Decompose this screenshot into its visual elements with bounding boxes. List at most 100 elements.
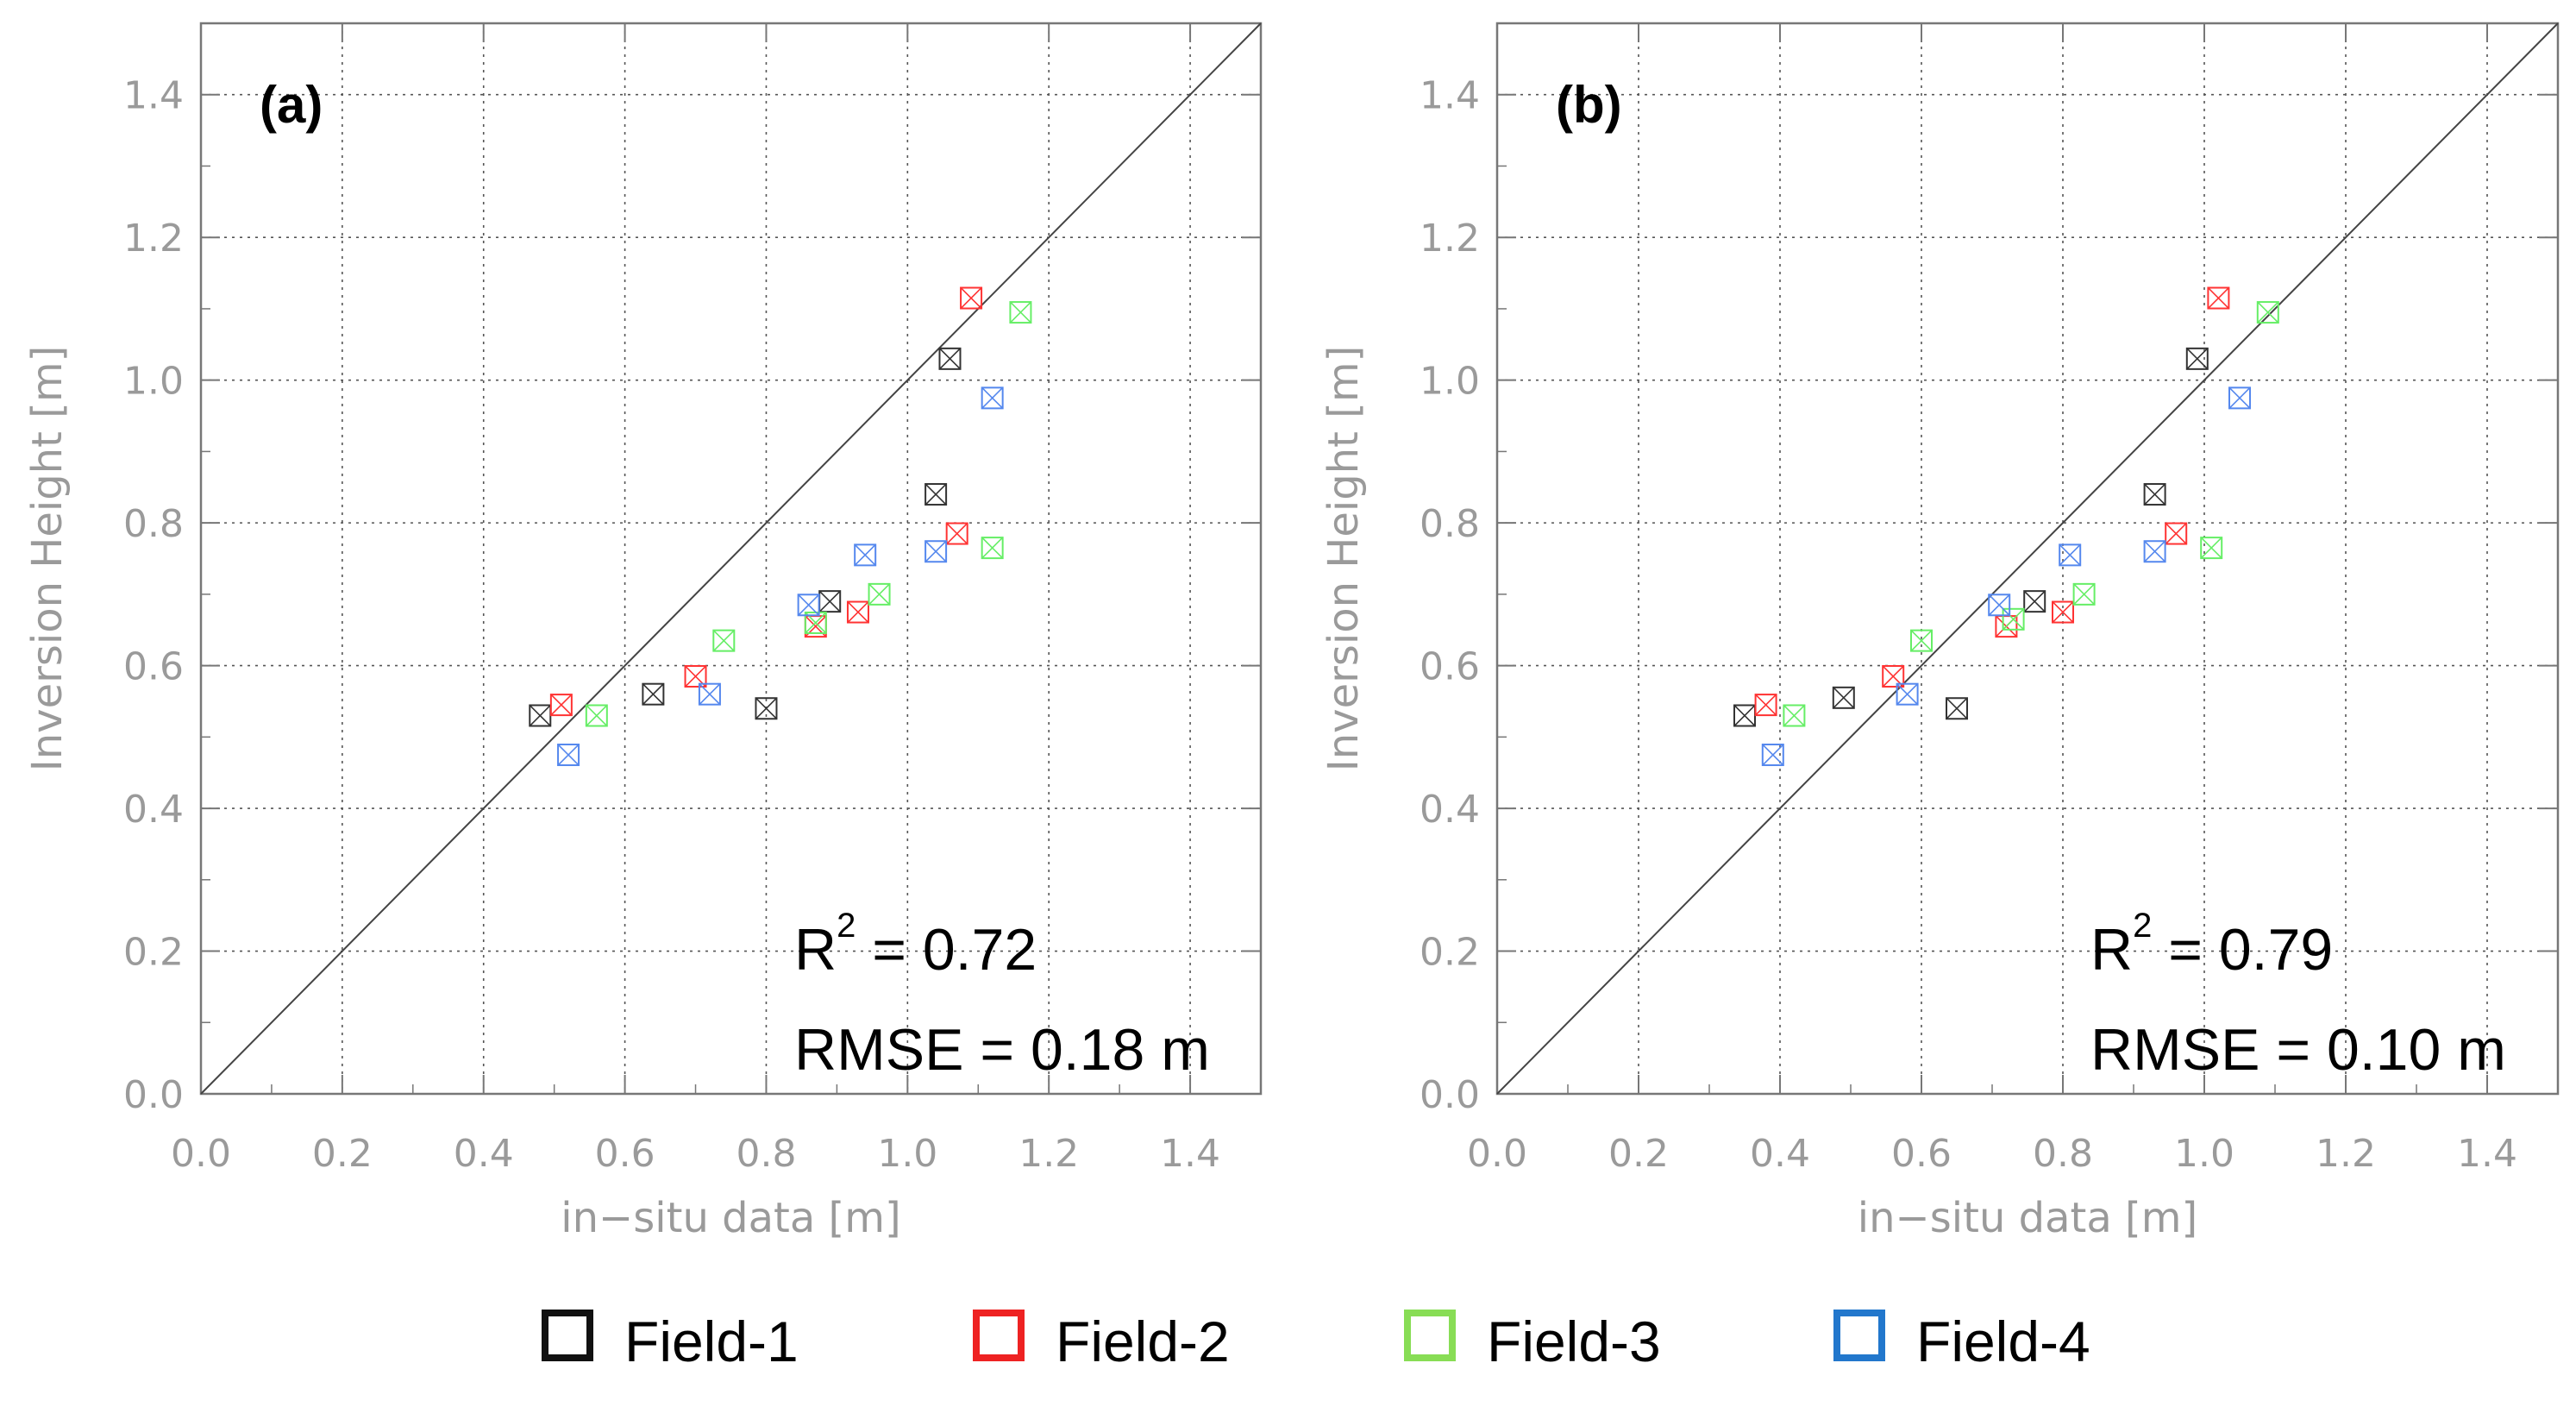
- panel-a-one-to-one-line: [200, 22, 1262, 1095]
- marker-cross: [557, 744, 580, 766]
- panel-a-point-field-1: [529, 704, 552, 727]
- marker-cross: [2228, 386, 2251, 409]
- panel-b-point-field-1: [2185, 347, 2209, 370]
- panel-b-one-to-one-line: [1496, 22, 2559, 1095]
- marker-cross: [981, 386, 1004, 409]
- marker-cross: [924, 483, 947, 506]
- panel-a-point-field-1: [818, 590, 842, 613]
- panel-a-xtick-label-7: 1.4: [1160, 1132, 1220, 1176]
- panel-a-ytick-label-6: 1.2: [123, 217, 184, 261]
- marker-square: [2143, 483, 2166, 506]
- marker-square: [549, 694, 573, 717]
- panel-a-point-field-1: [755, 697, 778, 720]
- panel-b-xtick-label-2: 0.4: [1750, 1132, 1810, 1176]
- marker-square: [755, 697, 778, 720]
- panel-a-point-field-2: [549, 694, 573, 717]
- panel-a-xtick-label-4: 0.8: [736, 1132, 796, 1176]
- panel-a-point-field-2: [960, 286, 983, 310]
- panel-b-point-field-4: [1761, 744, 1784, 767]
- legend-label-field-2: Field-2: [1056, 1310, 1230, 1373]
- panel-b-ytick-label-3: 0.6: [1420, 645, 1480, 689]
- marker-square: [846, 600, 869, 624]
- panel-b-ytick-label-1: 0.2: [1420, 931, 1480, 975]
- panel-b-point-field-2: [1754, 694, 1777, 717]
- marker-square: [938, 347, 962, 370]
- panel-b-ytick-label-2: 0.4: [1420, 788, 1480, 832]
- marker-square: [2228, 386, 2251, 410]
- panel-b-r2-value: = 0.79: [2152, 917, 2333, 983]
- panel-b-ytick-label-4: 0.8: [1420, 502, 1480, 546]
- panel-a-y-axis-label: Inversion Height [m]: [23, 346, 72, 772]
- panel-b-point-field-4: [2228, 386, 2251, 410]
- panel-b-point-field-1: [1832, 686, 1855, 709]
- panel-a-point-field-3: [585, 704, 608, 727]
- marker-cross: [924, 540, 947, 562]
- panel-a-point-field-4: [924, 540, 948, 563]
- marker-cross: [981, 537, 1004, 559]
- marker-square: [2165, 522, 2188, 545]
- panel-a-point-field-4: [557, 744, 580, 767]
- marker-cross: [938, 348, 962, 370]
- panel-a-ytick-label-5: 1.0: [123, 360, 184, 404]
- panel-a-ytick-label-4: 0.8: [123, 502, 184, 546]
- marker-cross: [1833, 687, 1855, 709]
- panel-a-xtick-label-0: 0.0: [171, 1132, 231, 1176]
- panel-a-x-axis-label: in−situ data [m]: [561, 1194, 900, 1242]
- marker-cross: [868, 583, 891, 606]
- marker-cross: [1882, 665, 1904, 688]
- marker-square: [945, 522, 968, 545]
- panel-b-xtick-label-0: 0.0: [1467, 1132, 1527, 1176]
- marker-square: [1754, 694, 1777, 717]
- panel-b-label: (b): [1556, 76, 1622, 134]
- marker-square: [1882, 665, 1905, 688]
- marker-cross: [2207, 286, 2229, 310]
- marker-cross: [642, 683, 664, 706]
- marker-square: [1946, 697, 1968, 720]
- marker-cross: [1896, 683, 1919, 706]
- marker-square: [684, 665, 707, 688]
- marker-cross: [1783, 704, 1805, 727]
- panel-b-point-field-2: [2165, 522, 2188, 545]
- panel-a-point-field-3: [1009, 301, 1032, 324]
- panel-a-r2-prefix: R: [794, 917, 837, 983]
- marker-cross: [1733, 704, 1756, 727]
- panel-b-point-field-3: [2256, 301, 2279, 324]
- marker-square: [1910, 629, 1933, 652]
- marker-cross: [684, 665, 707, 688]
- panel-a-point-field-4: [854, 543, 877, 567]
- panel-a-frame: [199, 22, 1263, 1096]
- marker-cross: [2165, 522, 2187, 545]
- marker-square: [2072, 582, 2096, 606]
- panel-b-xtick-label-1: 0.2: [1608, 1132, 1669, 1176]
- panel-b-point-field-3: [1910, 629, 1933, 652]
- panel-a-point-field-1: [938, 347, 962, 370]
- panel-a-xtick-label-6: 1.2: [1018, 1132, 1079, 1176]
- legend: Field-1 Field-2 Field-3 Field-4: [542, 1310, 2090, 1373]
- legend-label-field-3: Field-3: [1487, 1310, 1661, 1373]
- panel-b-x-axis-label: in−situ data [m]: [1858, 1194, 2197, 1242]
- marker-cross: [2186, 348, 2209, 370]
- marker-cross: [2052, 600, 2074, 624]
- marker-cross: [847, 600, 869, 624]
- panel-a-point-field-3: [868, 582, 891, 606]
- panel-a-ytick-label-3: 0.6: [123, 645, 184, 689]
- panel-b-point-field-3: [2072, 582, 2096, 606]
- marker-cross: [755, 697, 778, 719]
- marker-cross: [1988, 594, 2010, 616]
- marker-square: [2143, 540, 2166, 563]
- panel-a-point-field-2: [945, 522, 968, 545]
- panel-a-xtick-label-3: 0.6: [595, 1132, 655, 1176]
- marker-cross: [946, 522, 968, 545]
- marker-cross: [2200, 537, 2222, 559]
- panel-b-point-field-1: [1733, 704, 1756, 727]
- panel-a-point-field-4: [981, 386, 1004, 410]
- panel-a-ytick-label-7: 1.4: [123, 74, 184, 118]
- panel-a-rmse-text: RMSE = 0.18 m: [794, 1017, 1210, 1083]
- panel-b-r2-prefix: R: [2090, 917, 2133, 983]
- marker-cross: [1910, 630, 1933, 652]
- panel-a-label: (a): [260, 76, 323, 134]
- marker-cross: [960, 286, 982, 310]
- marker-square: [2059, 543, 2082, 567]
- panel-a-point-field-3: [712, 629, 736, 652]
- panel-a-point-field-1: [642, 682, 665, 706]
